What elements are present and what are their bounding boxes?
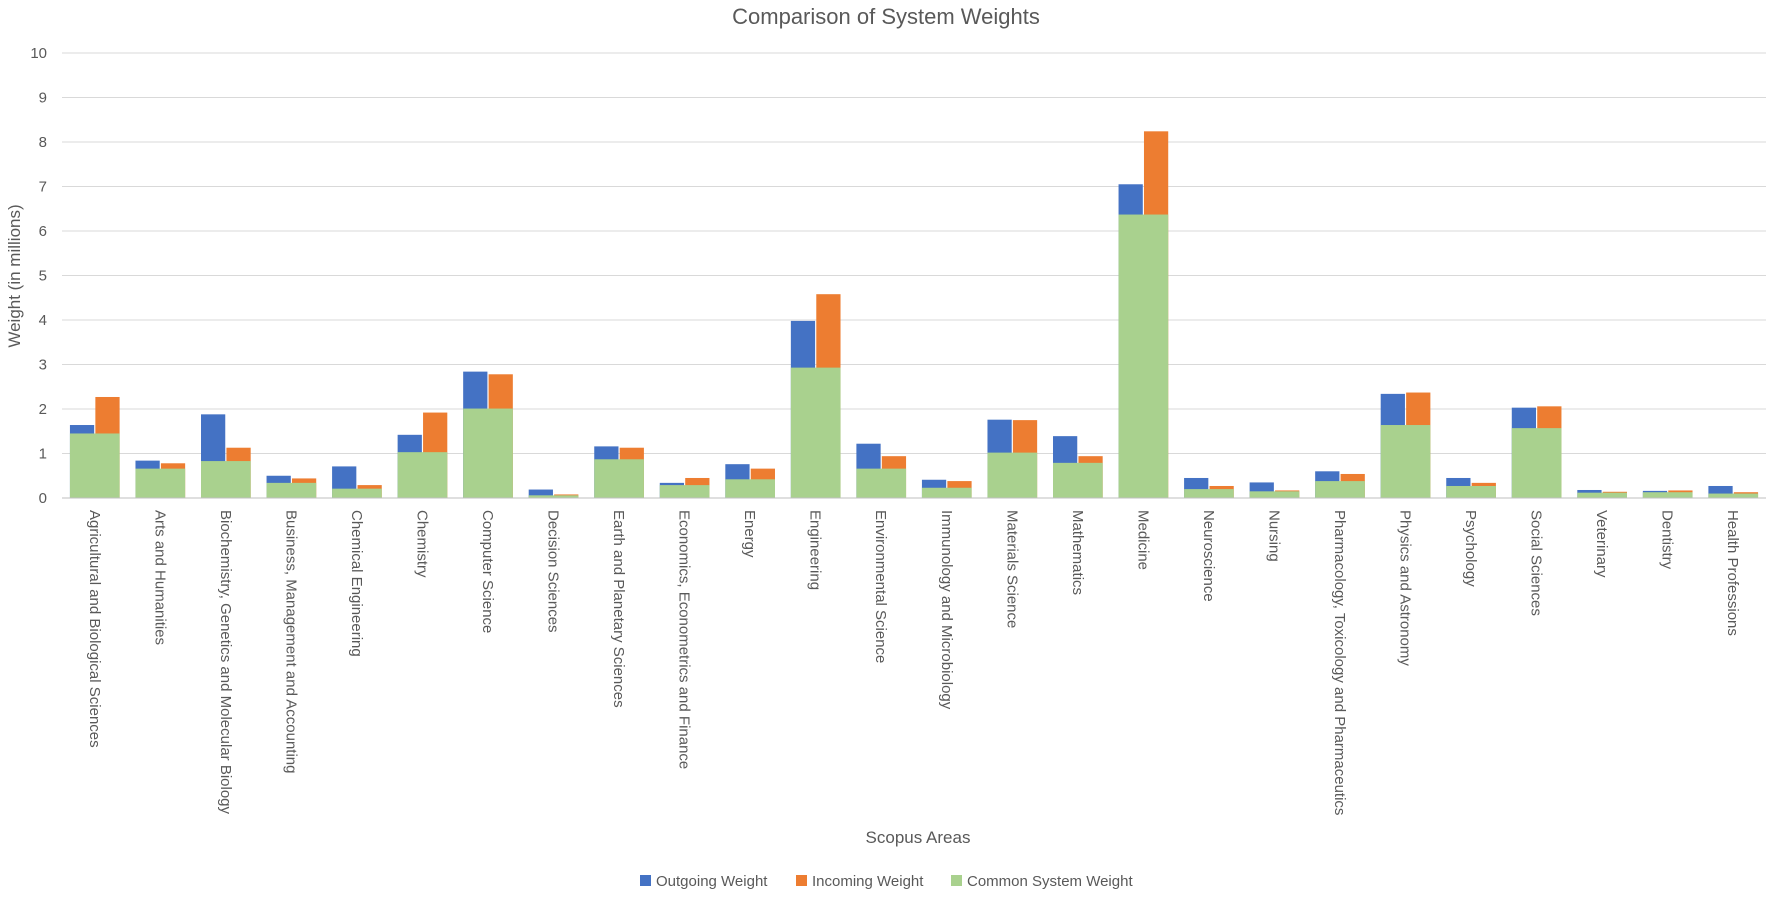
- bar-common-system-weight: [1315, 481, 1365, 498]
- x-tick-label: Agricultural and Biological Sciences: [86, 510, 103, 748]
- legend-label: Incoming Weight: [812, 873, 924, 890]
- bar-common-system-weight: [659, 485, 710, 498]
- bar-common-system-weight: [594, 459, 644, 498]
- x-tick-label: Computer Science: [479, 510, 496, 633]
- x-tick-label: Dentistry: [1659, 510, 1676, 570]
- bar-common-system-weight: [135, 468, 186, 498]
- y-axis-ticks: 0 1 2 3 4 5 6 7 8 9 10: [30, 45, 47, 507]
- legend: Outgoing Weight Incoming Weight Common Sys…: [640, 873, 1133, 890]
- x-tick-label: Chemistry: [413, 510, 430, 578]
- x-axis-ticks: Agricultural and Biological Sciences Arts…: [86, 510, 1741, 815]
- bar-common-system-weight: [725, 479, 775, 498]
- x-tick-label: Economics, Econometrics and Finance: [676, 510, 693, 769]
- bar-common-system-weight: [1708, 493, 1759, 498]
- x-tick-label: Health Professions: [1724, 510, 1741, 636]
- legend-swatch: [640, 875, 651, 886]
- y-tick-label: 7: [39, 179, 47, 196]
- x-tick-label: Earth and Planetary Sciences: [610, 510, 627, 708]
- y-tick-label: 6: [39, 223, 47, 240]
- bar-common-system-weight: [1446, 485, 1496, 498]
- y-axis-label: Weight (in millions): [5, 204, 24, 347]
- bar-common-system-weight: [921, 487, 972, 498]
- bar-common-system-weight: [69, 433, 120, 498]
- bar-common-system-weight: [1380, 425, 1431, 498]
- legend-label: Common System Weight: [967, 873, 1133, 890]
- x-tick-label: Biochemistry, Genetics and Molecular Bio…: [217, 510, 234, 815]
- bar-common-system-weight: [266, 482, 317, 498]
- bars: [69, 131, 1759, 498]
- bar-common-system-weight: [1249, 491, 1300, 498]
- bar-common-system-weight: [1118, 214, 1169, 498]
- x-tick-label: Mathematics: [1069, 510, 1086, 595]
- legend-swatch: [796, 875, 807, 886]
- x-tick-label: Materials Science: [1003, 510, 1020, 628]
- bar-common-system-weight: [1511, 428, 1562, 498]
- x-axis-label: Scopus Areas: [866, 828, 971, 847]
- bar-common-system-weight: [463, 408, 513, 498]
- x-tick-label: Chemical Engineering: [348, 510, 365, 657]
- x-tick-label: Pharmacology, Toxicology and Pharmaceuti…: [1331, 510, 1348, 815]
- bar-common-system-weight: [987, 452, 1038, 498]
- bar-common-system-weight: [332, 488, 382, 498]
- x-tick-label: Decision Sciences: [545, 510, 562, 633]
- y-tick-label: 9: [39, 90, 47, 107]
- x-tick-label: Business, Management and Accounting: [282, 510, 299, 774]
- x-tick-label: Veterinary: [1593, 510, 1610, 578]
- bar-common-system-weight: [528, 495, 579, 498]
- bar-common-system-weight: [397, 452, 448, 498]
- gridlines: [62, 52, 1766, 454]
- y-tick-label: 8: [39, 134, 47, 151]
- bar-common-system-weight: [1184, 489, 1234, 498]
- x-tick-label: Neuroscience: [1200, 510, 1217, 602]
- x-tick-label: Psychology: [1462, 510, 1479, 587]
- x-tick-label: Physics and Astronomy: [1397, 510, 1414, 666]
- y-tick-label: 3: [39, 357, 47, 374]
- chart-title: Comparison of System Weights: [732, 4, 1040, 29]
- bar-common-system-weight: [790, 367, 841, 498]
- bar-common-system-weight: [1642, 492, 1693, 498]
- bar-common-system-weight: [856, 468, 907, 498]
- bar-common-system-weight: [1053, 462, 1103, 498]
- x-tick-label: Medicine: [1134, 510, 1151, 570]
- legend-label: Outgoing Weight: [656, 873, 768, 890]
- bar-common-system-weight: [1577, 492, 1627, 498]
- legend-swatch: [951, 875, 962, 886]
- bar-outgoing-weight: [528, 489, 553, 498]
- x-tick-label: Environmental Science: [872, 510, 889, 663]
- y-tick-label: 1: [39, 446, 47, 463]
- x-tick-label: Engineering: [807, 510, 824, 590]
- y-tick-label: 10: [30, 45, 47, 62]
- y-tick-label: 4: [39, 312, 47, 329]
- x-tick-label: Social Sciences: [1528, 510, 1545, 616]
- x-tick-label: Nursing: [1265, 510, 1282, 562]
- y-tick-label: 2: [39, 401, 47, 418]
- bar-common-system-weight: [201, 461, 251, 498]
- x-tick-label: Immunology and Microbiology: [938, 510, 955, 710]
- x-tick-label: Energy: [741, 510, 758, 558]
- x-tick-label: Arts and Humanities: [151, 510, 168, 645]
- y-tick-label: 5: [39, 268, 47, 285]
- y-tick-label: 0: [39, 490, 47, 507]
